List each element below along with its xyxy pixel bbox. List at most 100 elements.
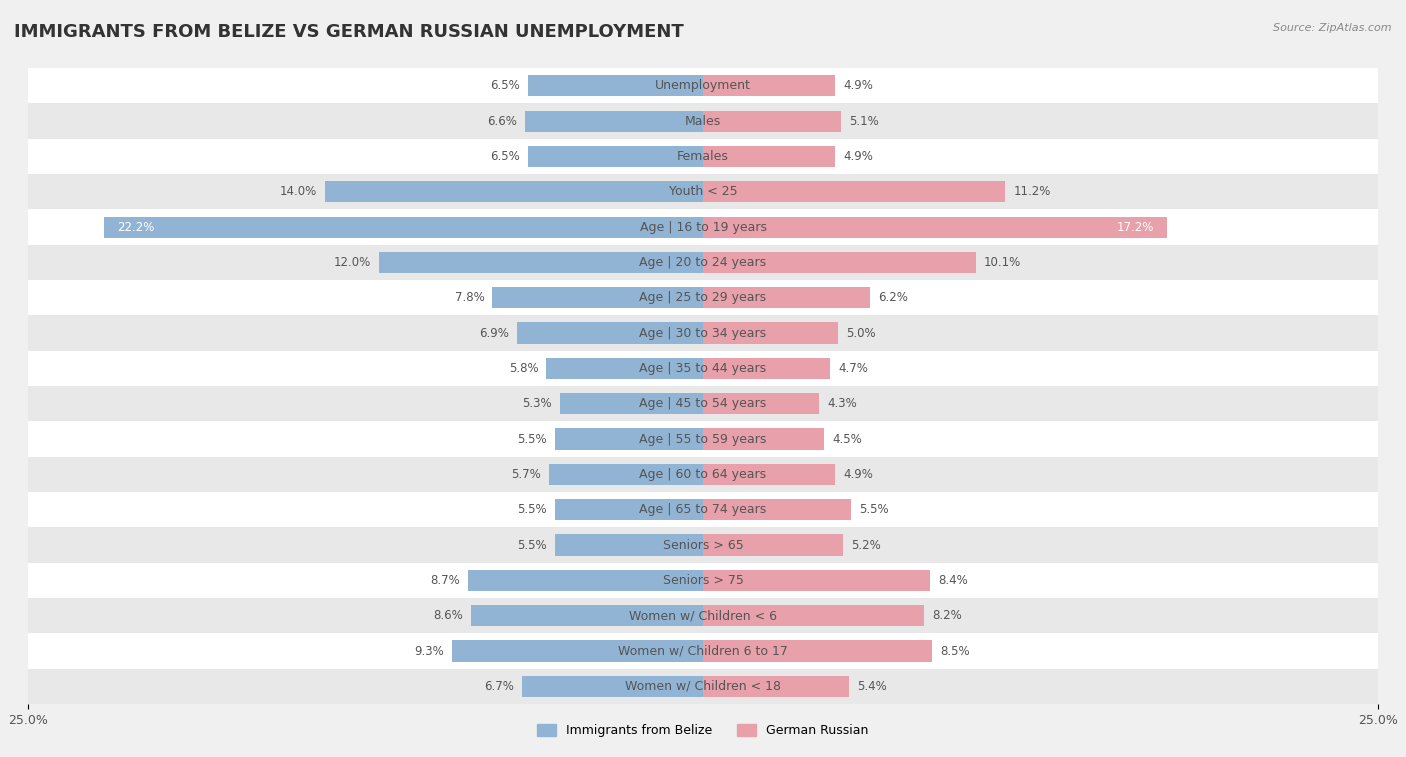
Bar (703, 534, 844, 556)
Text: 8.2%: 8.2% (932, 609, 962, 622)
Bar (28, 245, 1378, 280)
Bar (703, 393, 820, 414)
Bar (471, 605, 703, 626)
Text: Age | 60 to 64 years: Age | 60 to 64 years (640, 468, 766, 481)
Text: 4.7%: 4.7% (838, 362, 868, 375)
Text: Age | 25 to 29 years: Age | 25 to 29 years (640, 291, 766, 304)
Text: Age | 20 to 24 years: Age | 20 to 24 years (640, 256, 766, 269)
Text: Source: ZipAtlas.com: Source: ZipAtlas.com (1274, 23, 1392, 33)
Bar (703, 75, 835, 96)
Bar (28, 422, 1378, 456)
Bar (28, 668, 1378, 704)
Text: 6.6%: 6.6% (486, 114, 517, 128)
Text: Women w/ Children 6 to 17: Women w/ Children 6 to 17 (619, 644, 787, 658)
Bar (492, 287, 703, 308)
Text: 4.3%: 4.3% (827, 397, 856, 410)
Bar (703, 428, 824, 450)
Bar (703, 146, 835, 167)
Text: 5.7%: 5.7% (512, 468, 541, 481)
Text: 8.5%: 8.5% (941, 644, 970, 658)
Text: 9.3%: 9.3% (415, 644, 444, 658)
Bar (554, 534, 703, 556)
Bar (325, 181, 703, 202)
Legend: Immigrants from Belize, German Russian: Immigrants from Belize, German Russian (533, 719, 873, 743)
Text: Youth < 25: Youth < 25 (669, 185, 737, 198)
Bar (517, 322, 703, 344)
Bar (547, 358, 703, 379)
Text: 11.2%: 11.2% (1014, 185, 1050, 198)
Text: 6.9%: 6.9% (479, 326, 509, 340)
Text: 8.6%: 8.6% (433, 609, 463, 622)
Text: 4.5%: 4.5% (832, 432, 862, 446)
Bar (28, 139, 1378, 174)
Bar (554, 428, 703, 450)
Bar (703, 252, 976, 273)
Text: Age | 65 to 74 years: Age | 65 to 74 years (640, 503, 766, 516)
Text: Age | 16 to 19 years: Age | 16 to 19 years (640, 220, 766, 234)
Text: 7.8%: 7.8% (454, 291, 484, 304)
Bar (554, 499, 703, 520)
Bar (28, 280, 1378, 316)
Text: 5.5%: 5.5% (517, 503, 547, 516)
Bar (527, 146, 703, 167)
Text: 5.5%: 5.5% (517, 538, 547, 552)
Text: 5.1%: 5.1% (849, 114, 879, 128)
Text: Seniors > 75: Seniors > 75 (662, 574, 744, 587)
Bar (28, 350, 1378, 386)
Bar (703, 464, 835, 485)
Bar (28, 492, 1378, 528)
Bar (28, 456, 1378, 492)
Text: 14.0%: 14.0% (280, 185, 316, 198)
Bar (550, 464, 703, 485)
Bar (28, 104, 1378, 139)
Text: 4.9%: 4.9% (844, 468, 873, 481)
Text: 4.9%: 4.9% (844, 79, 873, 92)
Text: 6.5%: 6.5% (489, 150, 519, 163)
Bar (28, 316, 1378, 350)
Text: Age | 45 to 54 years: Age | 45 to 54 years (640, 397, 766, 410)
Bar (28, 386, 1378, 422)
Bar (703, 181, 1005, 202)
Bar (104, 217, 703, 238)
Text: Unemployment: Unemployment (655, 79, 751, 92)
Bar (28, 174, 1378, 210)
Bar (522, 676, 703, 697)
Text: 5.5%: 5.5% (859, 503, 889, 516)
Bar (28, 210, 1378, 245)
Bar (468, 570, 703, 591)
Text: IMMIGRANTS FROM BELIZE VS GERMAN RUSSIAN UNEMPLOYMENT: IMMIGRANTS FROM BELIZE VS GERMAN RUSSIAN… (14, 23, 683, 41)
Bar (703, 640, 932, 662)
Text: Age | 55 to 59 years: Age | 55 to 59 years (640, 432, 766, 446)
Bar (28, 562, 1378, 598)
Text: Seniors > 65: Seniors > 65 (662, 538, 744, 552)
Bar (703, 322, 838, 344)
Text: 5.8%: 5.8% (509, 362, 538, 375)
Bar (28, 528, 1378, 562)
Text: Age | 30 to 34 years: Age | 30 to 34 years (640, 326, 766, 340)
Bar (703, 287, 870, 308)
Text: 5.0%: 5.0% (846, 326, 876, 340)
Bar (560, 393, 703, 414)
Bar (703, 570, 929, 591)
Text: Women w/ Children < 6: Women w/ Children < 6 (628, 609, 778, 622)
Bar (703, 676, 849, 697)
Bar (703, 217, 1167, 238)
Text: 12.0%: 12.0% (333, 256, 371, 269)
Text: Women w/ Children < 18: Women w/ Children < 18 (626, 680, 780, 693)
Text: 5.5%: 5.5% (517, 432, 547, 446)
Text: 8.7%: 8.7% (430, 574, 460, 587)
Text: Females: Females (678, 150, 728, 163)
Text: 10.1%: 10.1% (984, 256, 1021, 269)
Text: Males: Males (685, 114, 721, 128)
Text: 6.2%: 6.2% (879, 291, 908, 304)
Bar (28, 68, 1378, 104)
Bar (703, 605, 924, 626)
Text: 8.4%: 8.4% (938, 574, 967, 587)
Text: 5.3%: 5.3% (522, 397, 551, 410)
Bar (28, 634, 1378, 668)
Bar (703, 499, 852, 520)
Bar (380, 252, 703, 273)
Text: 22.2%: 22.2% (117, 220, 155, 234)
Text: 4.9%: 4.9% (844, 150, 873, 163)
Bar (451, 640, 703, 662)
